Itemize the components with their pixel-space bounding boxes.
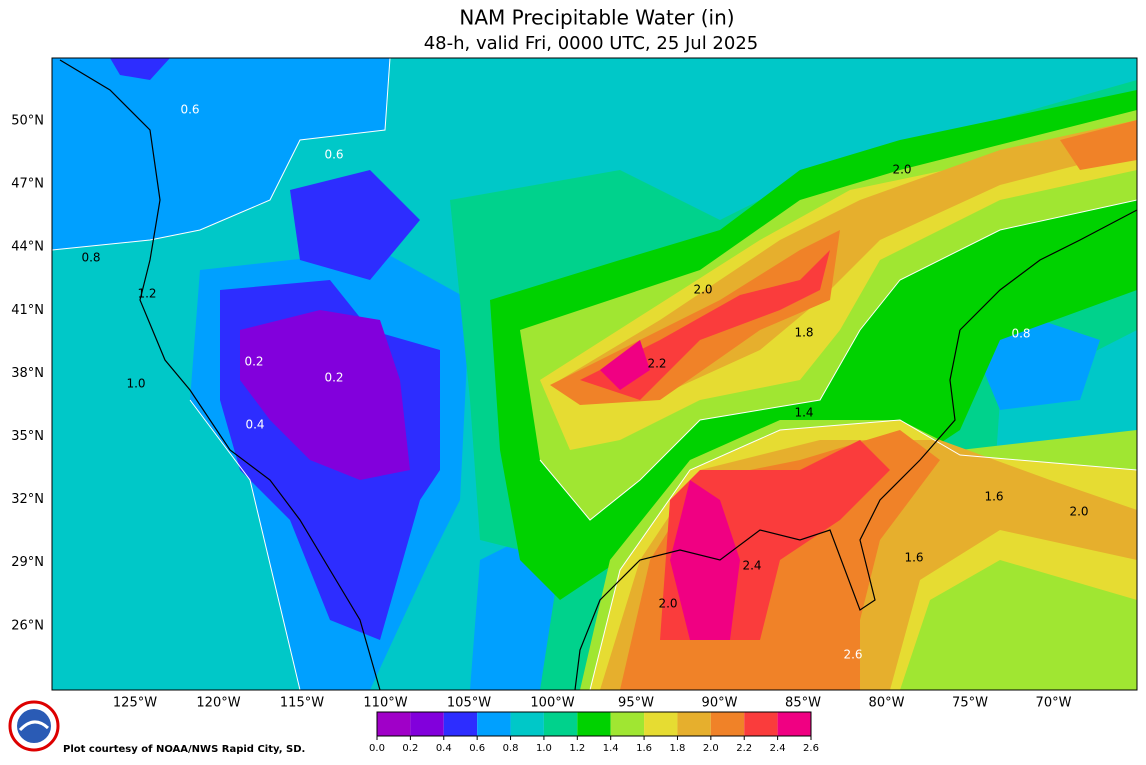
lon-label: 80°W <box>869 696 905 711</box>
map-frame <box>51 57 1138 691</box>
lat-label: 29°N <box>11 555 44 570</box>
field-region <box>52 58 390 250</box>
contour-label: 1.6 <box>984 490 1003 504</box>
field-region <box>600 340 650 390</box>
colorbar-tick-label: 2.6 <box>803 743 819 754</box>
isoline <box>189 399 301 690</box>
contour-label: 0.6 <box>324 148 343 162</box>
contour-label: 1.6 <box>904 551 923 565</box>
colorbar-tick-label: 0.8 <box>503 743 519 754</box>
coastline <box>59 59 381 690</box>
lon-label: 70°W <box>1036 696 1072 711</box>
colorbar-swatch <box>510 712 544 736</box>
lat-label: 41°N <box>11 303 44 318</box>
lon-label: 120°W <box>196 696 240 711</box>
lat-label: 32°N <box>11 492 44 507</box>
lon-label: 115°W <box>280 696 324 711</box>
contour-label: 0.8 <box>81 251 100 265</box>
colorbar-swatch <box>644 712 678 736</box>
lat-label: 35°N <box>11 429 44 444</box>
field-region <box>670 480 740 640</box>
colorbar-swatch <box>443 712 478 736</box>
lon-label: 125°W <box>113 696 157 711</box>
nws-logo <box>8 700 60 752</box>
colorbar-tick-label: 0.6 <box>469 743 485 754</box>
colorbar-tick-label: 0.0 <box>369 743 385 754</box>
contour-label: 1.0 <box>126 377 145 391</box>
lon-labels: 125°W 120°W 115°W 110°W 105°W 100°W 95°W 90°W 85… <box>113 696 1072 711</box>
credit: Plot courtesy of NOAA/NWS Rapid City, SD… <box>63 744 305 755</box>
colorbar-swatch <box>577 712 611 736</box>
field-region <box>1060 120 1137 170</box>
title: NAM Precipitable Water (in) <box>459 6 734 30</box>
colorbar-tick-label: 2.4 <box>770 743 786 754</box>
isoline <box>589 419 1137 690</box>
contour-label: 0.2 <box>324 371 343 385</box>
colorbar-tick-label: 1.6 <box>636 743 652 754</box>
field-region <box>110 58 170 80</box>
colorbar-swatch <box>677 712 711 736</box>
colorbar-tick-label: 0.4 <box>436 743 452 754</box>
colorbar-tick-label: 1.8 <box>670 743 686 754</box>
lon-label: 95°W <box>618 696 654 711</box>
field-region <box>975 320 1100 410</box>
lon-label: 105°W <box>447 696 491 711</box>
field-region <box>290 170 420 280</box>
subtitle: 48-h, valid Fri, 0000 UTC, 25 Jul 2025 <box>424 33 759 54</box>
contour-label: 2.0 <box>892 163 911 177</box>
coastline <box>574 329 961 690</box>
lon-label: 85°W <box>785 696 821 711</box>
coastline <box>959 209 1137 331</box>
colorbar-swatch <box>410 712 444 736</box>
lon-label: 100°W <box>530 696 574 711</box>
lat-label: 26°N <box>11 618 44 633</box>
colorbar-swatch <box>744 712 778 736</box>
field-region <box>240 310 410 480</box>
contour-label: 2.2 <box>647 357 666 371</box>
colorbar-frame <box>376 711 812 737</box>
contour-label: 2.0 <box>693 283 712 297</box>
contour-label: 2.6 <box>843 648 862 662</box>
contour-label: 0.8 <box>1011 327 1030 341</box>
lon-label: 90°W <box>702 696 738 711</box>
colorbar-swatch <box>377 712 411 736</box>
isoline <box>539 199 1137 521</box>
contour-label: 2.4 <box>742 559 761 573</box>
colorbar-swatch <box>477 712 511 736</box>
lat-label: 44°N <box>11 240 44 255</box>
contour-label: 0.4 <box>245 418 264 432</box>
contour-label: 2.0 <box>1069 505 1088 519</box>
lat-label: 47°N <box>11 177 44 192</box>
lat-label: 38°N <box>11 366 44 381</box>
colorbar-swatch <box>610 712 645 736</box>
colorbar-tick-label: 1.0 <box>536 743 552 754</box>
map: 0.6 0.6 0.8 1.0 0.2 0.2 0.4 1.2 2.4 2.2 … <box>52 58 1137 690</box>
colorbar: 0.0 0.2 0.4 0.6 0.8 1.0 1.2 1.4 1.6 1.8 2.0 2.2 2.4 2… <box>369 711 819 754</box>
colorbar-tick-label: 1.2 <box>569 743 585 754</box>
lon-label: 110°W <box>363 696 407 711</box>
contour-label: 0.2 <box>244 355 263 369</box>
lat-label: 50°N <box>11 114 44 129</box>
contour-label: 1.4 <box>794 406 813 420</box>
contour-label: 2.0 <box>658 597 677 611</box>
contour-label: 1.8 <box>794 326 813 340</box>
contour-label: 1.2 <box>137 287 156 301</box>
lon-label: 75°W <box>952 696 988 711</box>
colorbar-swatch <box>710 712 745 736</box>
isoline <box>52 58 391 251</box>
colorbar-swatch <box>543 712 578 736</box>
colorbar-tick-label: 2.2 <box>736 743 752 754</box>
colorbar-swatch <box>777 712 811 736</box>
contour-label: 0.6 <box>180 103 199 117</box>
colorbar-tick-label: 0.2 <box>402 743 418 754</box>
colorbar-tick-label: 1.4 <box>603 743 619 754</box>
colorbar-tick-label: 2.0 <box>703 743 719 754</box>
lat-labels: 50°N 47°N 44°N 41°N 38°N 35°N 32°N 29°N 26°N <box>11 114 44 634</box>
